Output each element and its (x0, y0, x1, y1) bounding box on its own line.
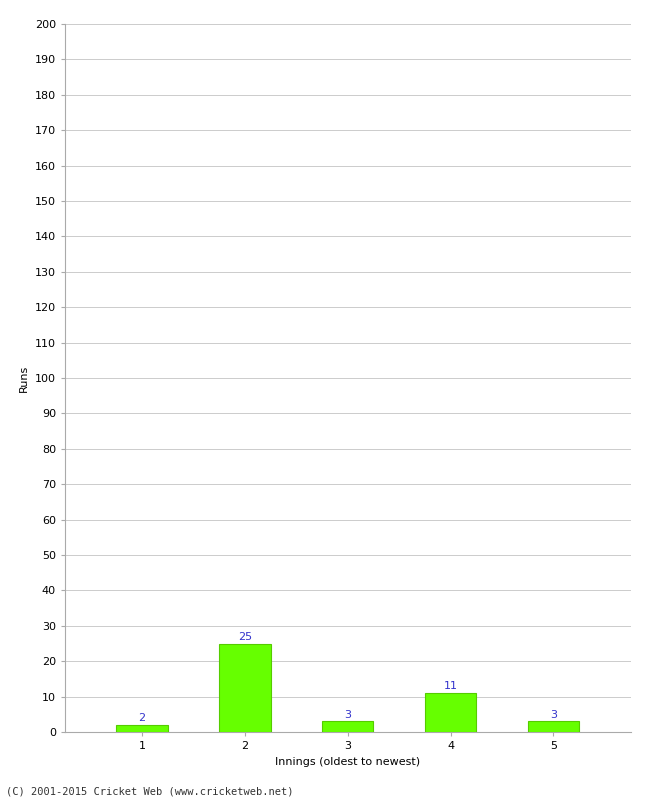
Text: (C) 2001-2015 Cricket Web (www.cricketweb.net): (C) 2001-2015 Cricket Web (www.cricketwe… (6, 786, 294, 796)
Bar (528, 722, 579, 732)
Bar (322, 722, 374, 732)
X-axis label: Innings (oldest to newest): Innings (oldest to newest) (275, 757, 421, 766)
Bar (219, 643, 270, 732)
Bar (425, 693, 476, 732)
Text: 25: 25 (238, 632, 252, 642)
Text: 3: 3 (550, 710, 557, 720)
Text: 3: 3 (344, 710, 351, 720)
Bar (116, 725, 168, 732)
Y-axis label: Runs: Runs (20, 364, 29, 392)
Text: 2: 2 (138, 713, 146, 723)
Text: 11: 11 (443, 682, 458, 691)
